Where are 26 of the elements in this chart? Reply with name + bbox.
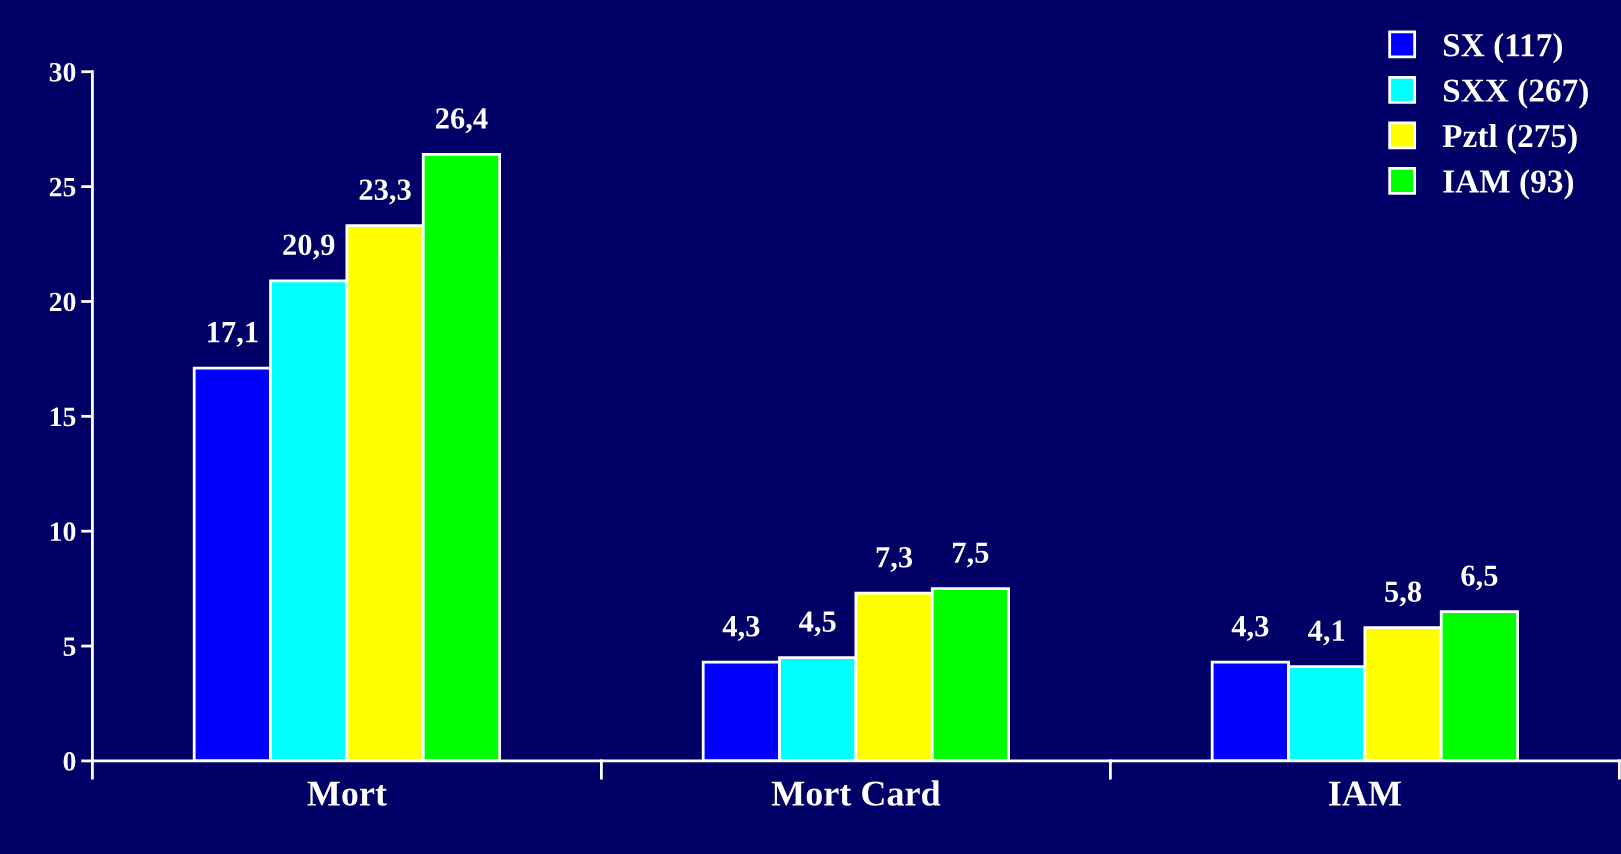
data-label: 6,5 bbox=[1461, 565, 1498, 591]
y-tick-label: 20 bbox=[49, 292, 76, 312]
data-label: 17,1 bbox=[208, 321, 258, 347]
data-label: 7,3 bbox=[876, 547, 913, 572]
data-label: 20,9 bbox=[283, 234, 335, 260]
data-label: 5,8 bbox=[1385, 581, 1422, 607]
y-tick-label: 15 bbox=[50, 407, 76, 427]
data-label: 4,5 bbox=[799, 611, 836, 637]
data-label: 26,4 bbox=[435, 108, 488, 134]
x-tick-label: IAM bbox=[1328, 781, 1401, 806]
legend-label: SX (117) bbox=[1443, 33, 1563, 64]
x-tick-label: Mort bbox=[307, 781, 387, 806]
data-label: 4,3 bbox=[722, 615, 760, 641]
y-tick-label: 10 bbox=[50, 522, 76, 542]
legend-label: IAM (93) bbox=[1443, 169, 1574, 200]
y-tick-label: 0 bbox=[63, 752, 76, 771]
legend-label: SXX (267) bbox=[1443, 78, 1588, 109]
y-tick-label: 30 bbox=[49, 62, 76, 82]
data-label: 4,3 bbox=[1231, 615, 1269, 641]
data-label: 23,3 bbox=[359, 179, 411, 205]
data-label: 4,1 bbox=[1308, 620, 1345, 646]
y-tick-label: 5 bbox=[63, 637, 76, 656]
legend-label: Pztl (275) bbox=[1442, 123, 1577, 155]
data-label: 7,5 bbox=[953, 542, 989, 568]
x-tick-label: Mort Card bbox=[771, 780, 941, 806]
y-tick-label: 25 bbox=[49, 177, 76, 197]
